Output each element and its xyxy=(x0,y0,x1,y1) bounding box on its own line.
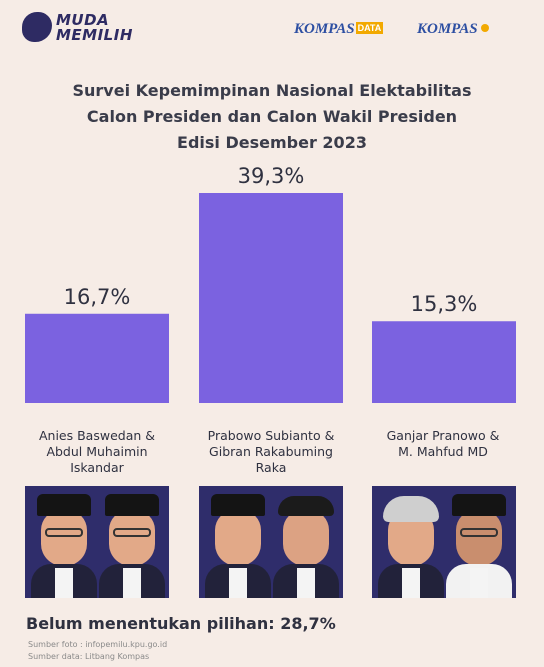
muda-memilih-logo: MUDA MEMILIH xyxy=(22,6,132,48)
bar-2 xyxy=(199,193,343,403)
candidate-label-3: Ganjar Pranowo & M. Mahfud MD xyxy=(368,428,518,460)
chart-title-line-3: Edisi Desember 2023 xyxy=(177,133,367,152)
value-label-2: 39,3% xyxy=(238,164,305,188)
candidate-label-line: Prabowo Subianto & xyxy=(207,428,335,443)
candidate-label-2: Prabowo Subianto & Gibran Rakabuming Rak… xyxy=(196,428,346,476)
value-label-3: 15,3% xyxy=(411,292,478,316)
chart-title-line-1: Survei Kepemimpinan Nasional Elektabilit… xyxy=(72,81,472,100)
person-avatar xyxy=(205,492,271,598)
undecided-text: Belum menentukan pilihan: 28,7% xyxy=(26,614,336,633)
value-label-1: 16,7% xyxy=(64,285,131,309)
candidate-label-line: Raka xyxy=(255,460,287,475)
fist-icon xyxy=(22,12,52,42)
bar-3 xyxy=(372,321,516,403)
person-avatar xyxy=(31,492,97,598)
candidate-photo-1 xyxy=(25,486,169,598)
candidate-label-line: Gibran Rakabuming xyxy=(209,444,333,459)
bar-1 xyxy=(25,313,169,403)
kompas-dot-icon xyxy=(480,24,489,32)
kompas-logo: KOMPAS xyxy=(417,21,489,38)
kompas-data-word: KOMPAS xyxy=(294,21,355,37)
kompas-word: KOMPAS xyxy=(417,21,478,37)
candidate-photo-2 xyxy=(199,486,343,598)
person-avatar xyxy=(378,492,444,598)
candidate-label-line: Ganjar Pranowo & xyxy=(386,428,500,443)
photo-source: Sumber foto : infopemilu.kpu.go.id xyxy=(28,640,168,649)
candidate-label-line: M. Mahfud MD xyxy=(398,444,488,459)
logo-word-memilih: MEMILIH xyxy=(56,26,133,44)
candidate-label-1: Anies Baswedan & Abdul Muhaimin Iskandar xyxy=(22,428,172,476)
person-avatar xyxy=(446,492,512,598)
candidate-label-line: Iskandar xyxy=(70,460,124,475)
chart-title-line-2: Calon Presiden dan Calon Wakil Presiden xyxy=(86,107,458,126)
candidate-label-line: Abdul Muhaimin xyxy=(46,444,148,459)
candidate-label-line: Anies Baswedan & xyxy=(38,428,156,443)
candidate-photo-3 xyxy=(372,486,516,598)
kompas-data-logo: KOMPAS DATA xyxy=(294,21,384,38)
bar-chart: 16,7% 39,3% 15,3% xyxy=(25,164,516,403)
person-avatar xyxy=(99,492,165,598)
kompas-data-tag: DATA xyxy=(355,22,384,34)
logo-word-muda: MUDA xyxy=(56,11,110,29)
person-avatar xyxy=(273,492,339,598)
data-source: Sumber data: Litbang Kompas xyxy=(28,652,150,661)
